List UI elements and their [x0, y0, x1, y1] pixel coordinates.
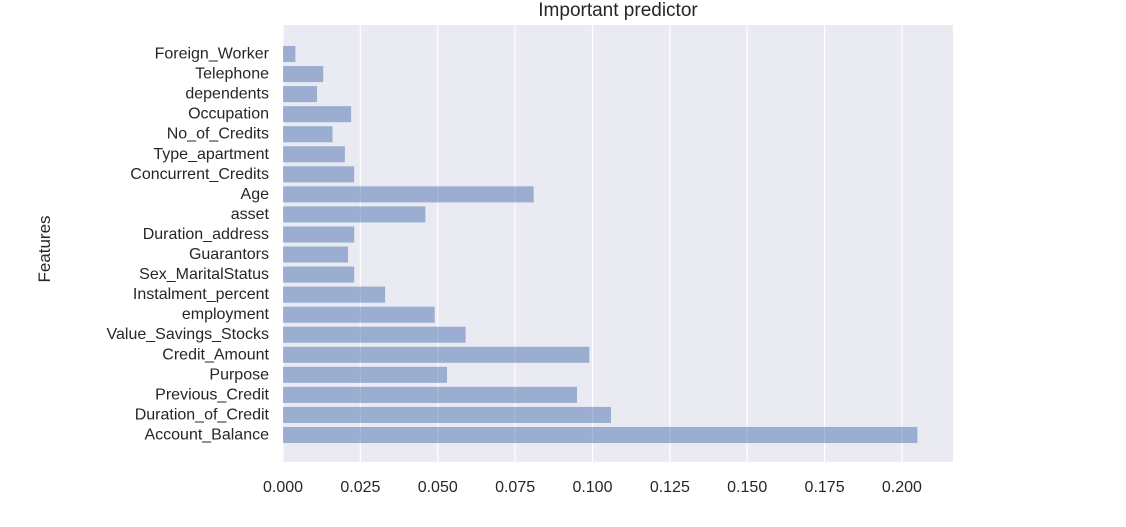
y-tick-label: No_of_Credits: [167, 126, 269, 143]
bar-telephone: [283, 66, 324, 83]
y-tick-label: Purpose: [209, 366, 269, 383]
bar-credit-amount: [283, 346, 590, 363]
y-tick-label: Credit_Amount: [162, 346, 269, 363]
y-axis-label: Features: [35, 215, 54, 282]
bar-previous-credit: [283, 386, 577, 403]
y-tick-label: asset: [231, 206, 270, 223]
y-tick-label: Value_Savings_Stocks: [107, 326, 269, 343]
bar-type-apartment: [283, 146, 345, 163]
y-tick-label: employment: [182, 306, 270, 323]
bar-age: [283, 186, 534, 203]
chart-title: Important predictor: [538, 0, 698, 21]
y-tick-labels: Account_Balance Duration_of_Credit Previou…: [107, 46, 270, 444]
bar-occupation: [283, 106, 352, 123]
bar-duration-of-credit: [283, 406, 612, 423]
bar-duration-address: [283, 226, 355, 243]
x-tick-label: 0.025: [340, 479, 380, 496]
bar-account-balance: [283, 426, 918, 444]
y-tick-label: Age: [241, 186, 270, 203]
bars: [283, 45, 918, 444]
bar-concurrent-credits: [283, 166, 355, 183]
y-tick-label: Telephone: [195, 66, 269, 83]
x-tick-label: 0.050: [418, 479, 458, 496]
x-tick-label: 0.100: [572, 479, 612, 496]
x-tick-label: 0.200: [882, 479, 922, 496]
y-tick-label: Duration_address: [143, 226, 269, 243]
y-tick-label: Foreign_Worker: [155, 46, 270, 63]
bar-asset: [283, 206, 426, 223]
y-tick-label: Instalment_percent: [133, 286, 270, 303]
y-tick-label: Account_Balance: [144, 427, 269, 444]
bar-employment: [283, 306, 435, 323]
y-tick-label: Type_apartment: [153, 146, 269, 163]
x-tick-label: 0.075: [495, 479, 535, 496]
y-tick-label: Previous_Credit: [155, 386, 269, 403]
bar-dependents: [283, 86, 318, 103]
x-tick-labels: 0.000 0.025 0.050 0.075 0.100 0.125 0.150 0.175…: [263, 479, 922, 496]
y-tick-label: Duration_of_Credit: [135, 406, 270, 423]
y-tick-label: Concurrent_Credits: [130, 166, 269, 183]
y-tick-label: Guarantors: [189, 246, 269, 263]
x-tick-label: 0.125: [650, 479, 690, 496]
bar-sex-maritalstatus: [283, 266, 355, 283]
x-tick-label: 0.175: [805, 479, 845, 496]
x-tick-label: 0.150: [727, 479, 767, 496]
bar-purpose: [283, 366, 448, 383]
bar-guarantors: [283, 246, 348, 263]
bar-no-of-credits: [283, 126, 333, 143]
bar-foreign-worker: [283, 45, 296, 63]
bar-instalment-percent: [283, 286, 386, 303]
x-tick-label: 0.000: [263, 479, 303, 496]
bar-value-savings-stocks: [283, 326, 466, 343]
y-tick-label: dependents: [185, 86, 269, 103]
y-tick-label: Occupation: [188, 106, 269, 123]
y-tick-label: Sex_MaritalStatus: [139, 266, 269, 283]
